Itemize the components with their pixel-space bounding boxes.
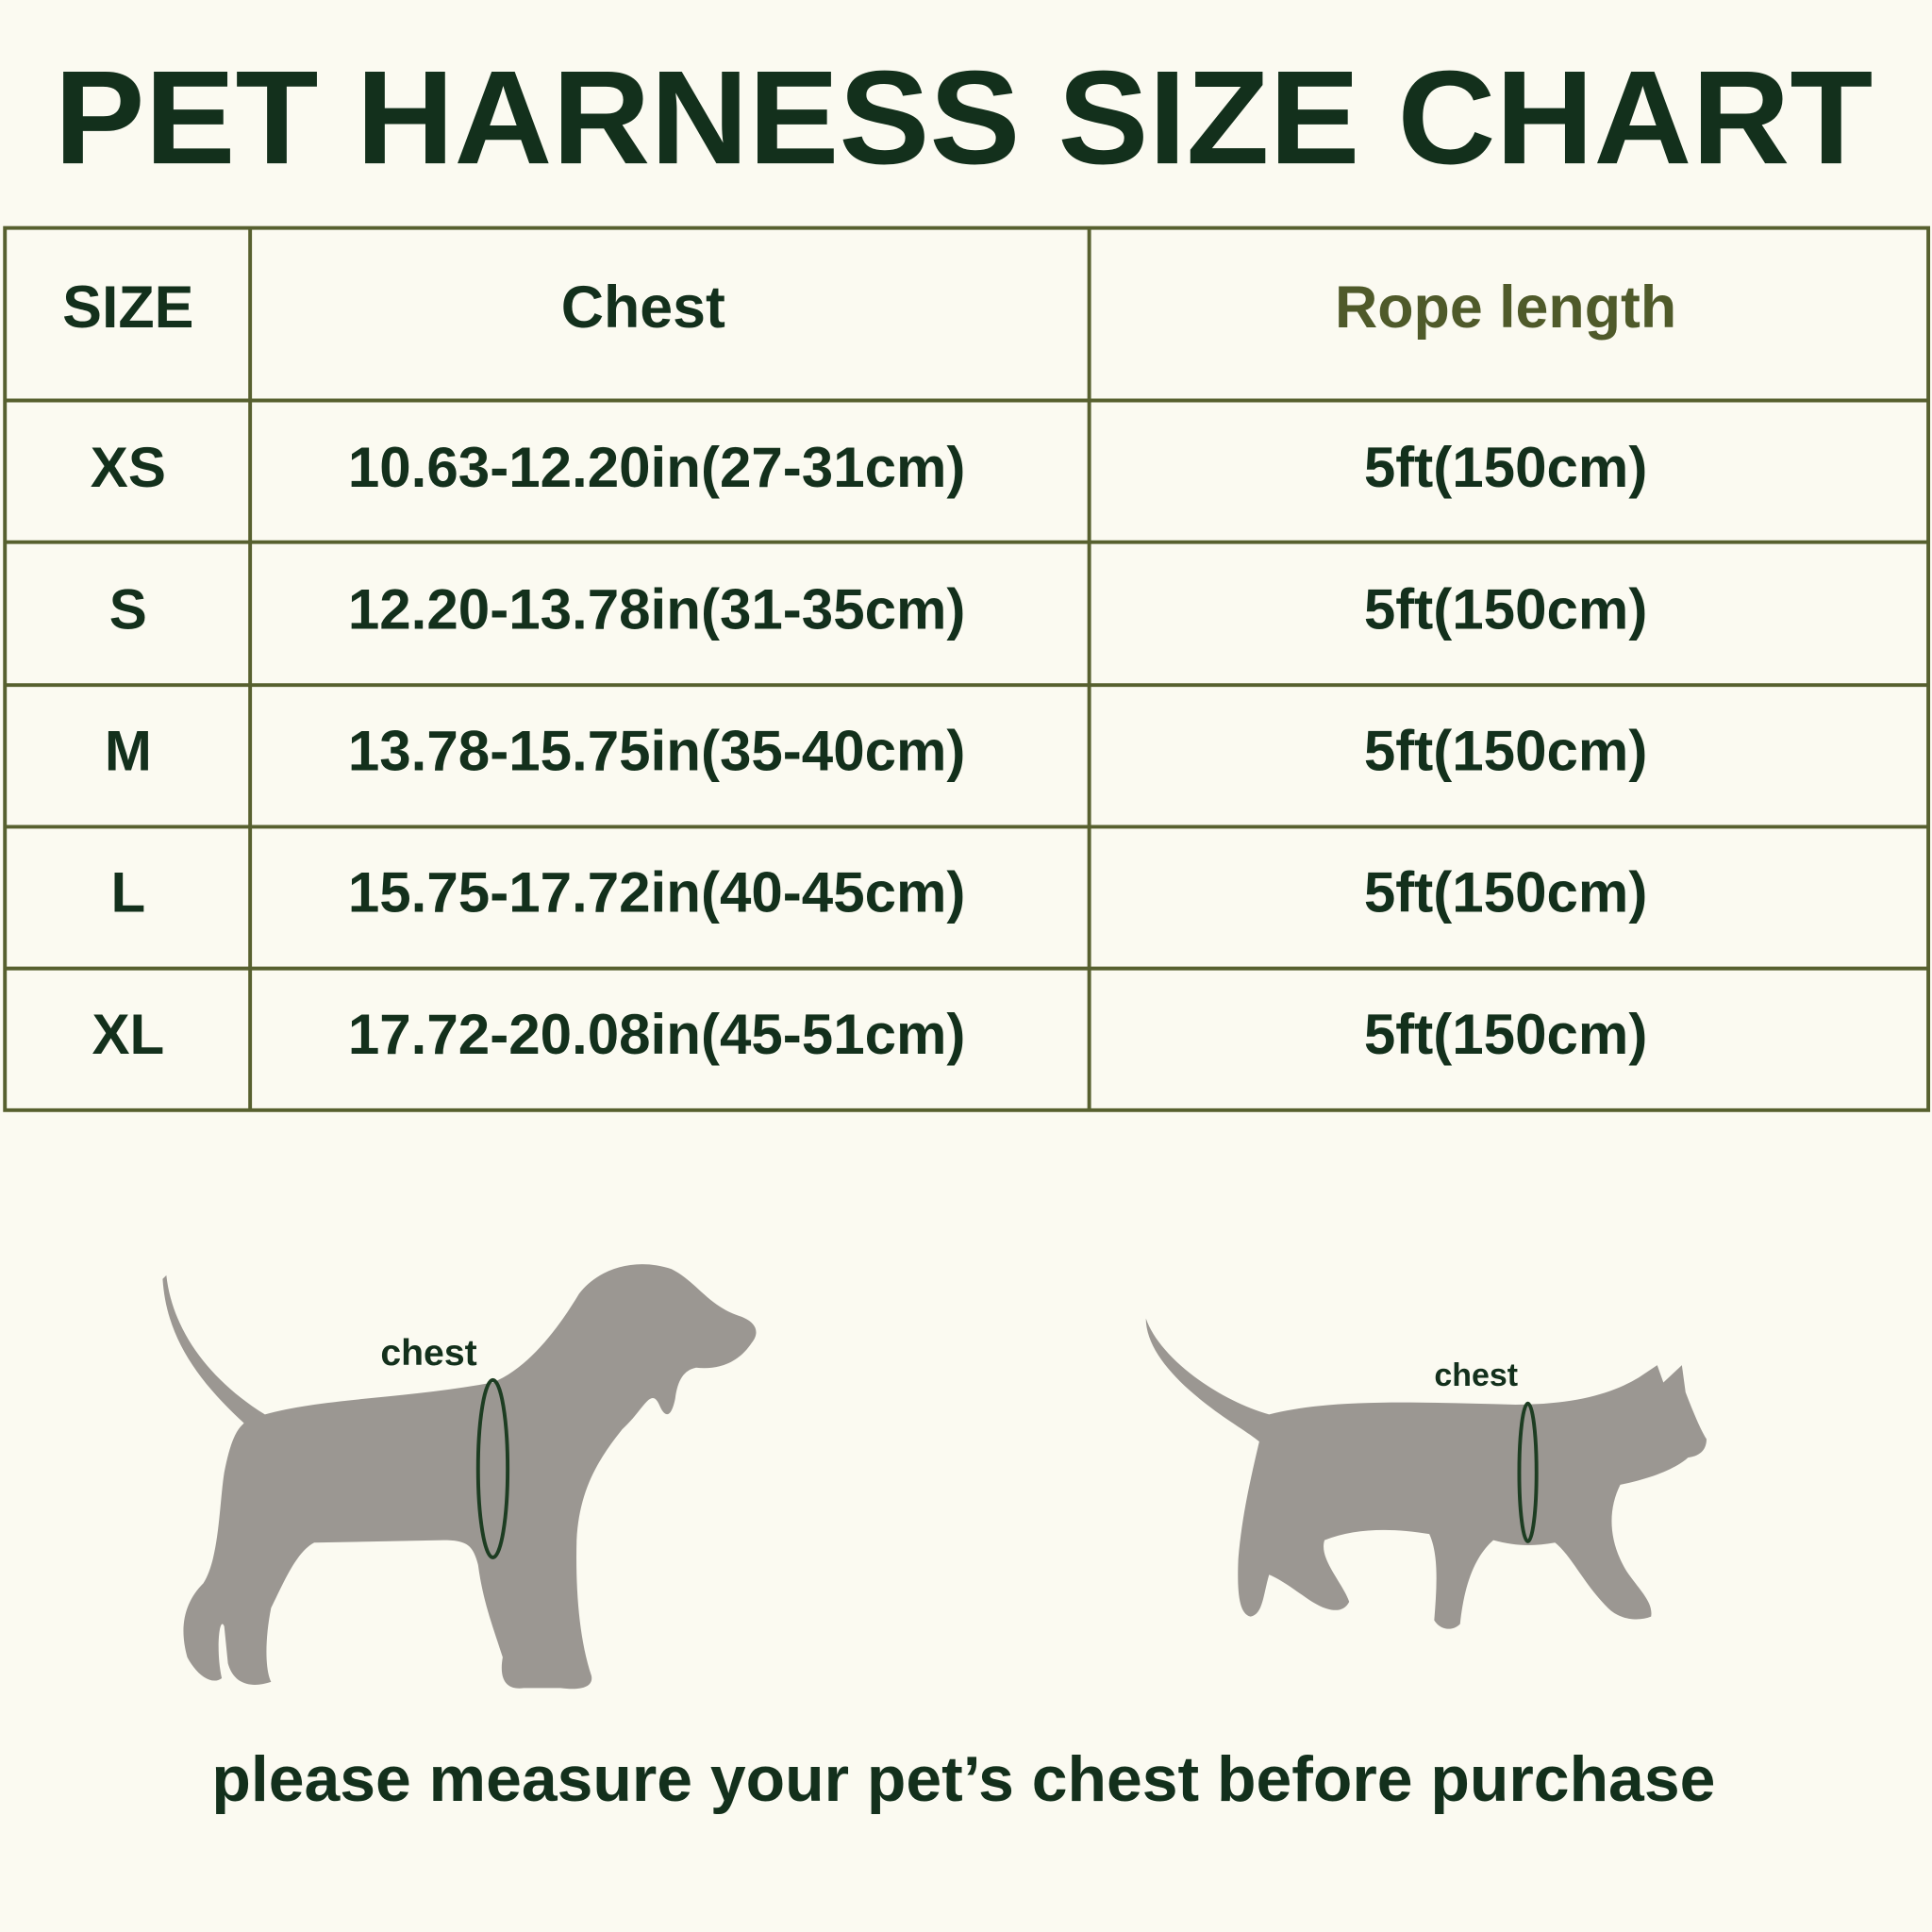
footer-note: please measure your pet’s chest before p… [211, 1744, 1715, 1815]
column-header: Chest [561, 275, 725, 341]
table-border [3, 225, 1931, 1112]
measure-cell: 5ft(150cm) [1364, 577, 1648, 641]
title: PET HARNESS SIZE CHART [54, 42, 1873, 192]
cat-illustration: chest [1145, 1318, 1707, 1629]
size-cell: XL [92, 1003, 164, 1066]
size-cell: S [109, 577, 147, 641]
measure-cell: 5ft(150cm) [1364, 1003, 1648, 1066]
measure-cell: 17.72-20.08in(45-51cm) [348, 1003, 966, 1066]
column-header: SIZE [62, 275, 193, 341]
chest-label: chest [1434, 1357, 1518, 1393]
measure-cell: 5ft(150cm) [1364, 720, 1648, 783]
chest-ring [475, 1377, 510, 1559]
chest-ring [1517, 1401, 1539, 1543]
measure-cell: 5ft(150cm) [1364, 436, 1648, 499]
measure-cell: 5ft(150cm) [1364, 861, 1648, 924]
measure-cell: 10.63-12.20in(27-31cm) [348, 436, 966, 499]
size-cell: M [105, 720, 152, 783]
column-header: Rope length [1335, 275, 1676, 341]
table-cells: SIZE Chest Rope length XS 10.63-12.20in(27-3… [62, 275, 1676, 1066]
measure-cell: 15.75-17.72in(40-45cm) [348, 861, 966, 924]
measure-cell: 12.20-13.78in(31-35cm) [348, 577, 966, 641]
measure-cell: 13.78-15.75in(35-40cm) [348, 720, 966, 783]
dog-silhouette [162, 1264, 757, 1690]
size-cell: L [110, 861, 145, 924]
table-grid [3, 225, 1931, 1112]
chest-label: chest [380, 1333, 476, 1374]
cat-silhouette [1145, 1318, 1707, 1629]
size-cell: XS [91, 436, 166, 499]
dog-illustration: chest [162, 1264, 757, 1690]
